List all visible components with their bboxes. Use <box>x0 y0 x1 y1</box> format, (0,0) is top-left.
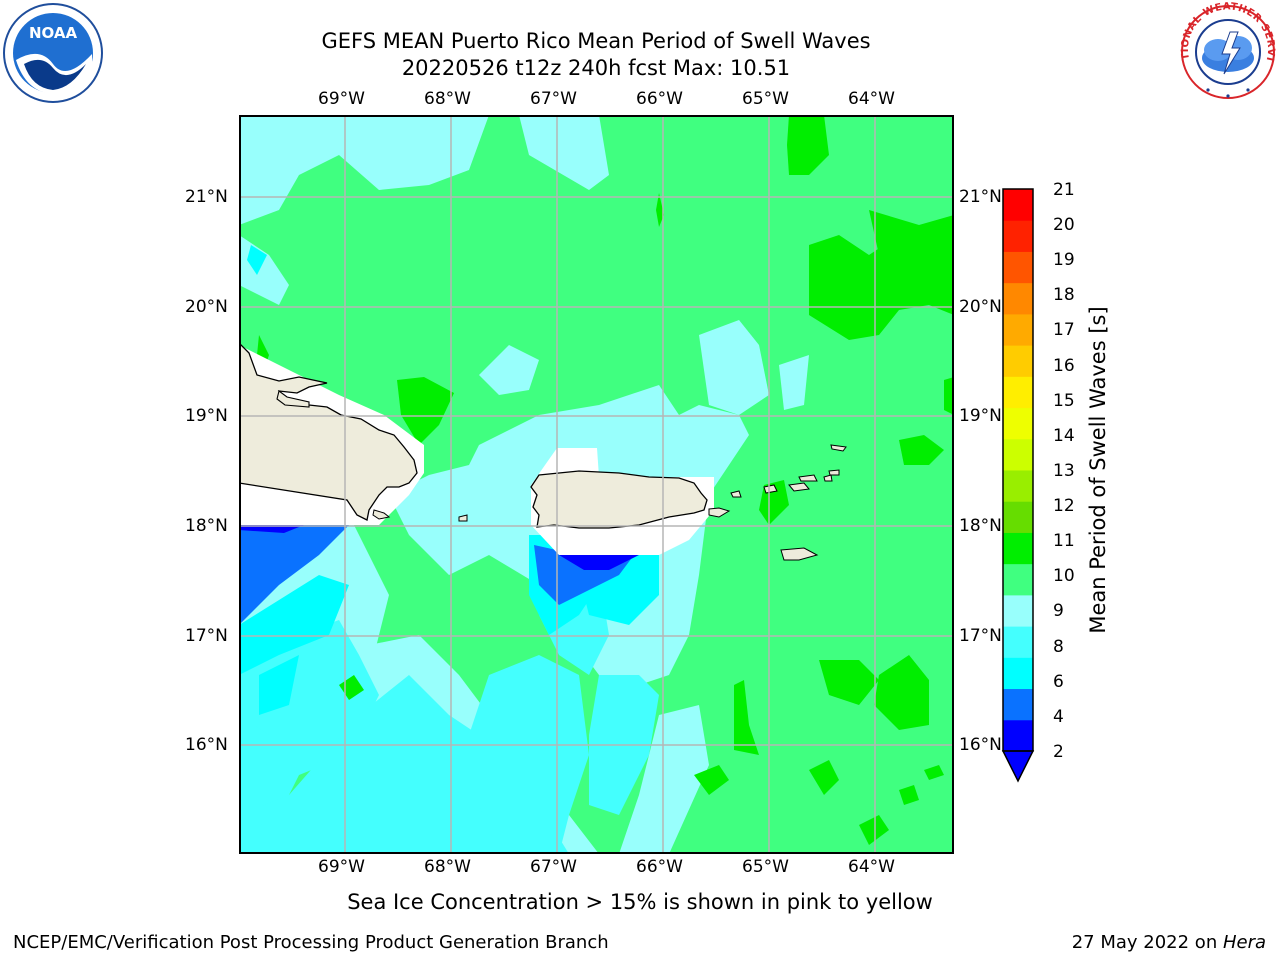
colorbar-segment <box>1003 189 1033 221</box>
noaa-logo-text: NOAA <box>29 24 78 42</box>
hispaniola-land <box>239 342 418 521</box>
colorbar-segment <box>1003 563 1033 596</box>
gridlines <box>239 115 954 854</box>
colorbar-segment <box>1003 438 1033 471</box>
lat-label: 19°N <box>185 406 228 426</box>
chart-title: GEFS MEAN Puerto Rico Mean Period of Swe… <box>321 29 871 53</box>
colorbar-segment <box>1003 688 1033 721</box>
colorbar-tick: 6 <box>1053 672 1064 692</box>
map-frame <box>239 115 954 854</box>
lon-label: 67°W <box>530 89 577 109</box>
lat-label: 16°N <box>185 735 228 755</box>
colorbar-tick: 2 <box>1053 742 1064 762</box>
footer-date: 27 May 2022 on Hera <box>1072 932 1266 953</box>
colorbar-label: Mean Period of Swell Waves [s] <box>1086 306 1110 634</box>
colorbar-extend-arrow <box>1001 750 1035 783</box>
lat-label: 20°N <box>959 297 1002 317</box>
nws-logo: NATIONAL WEATHER SERVICE <box>1178 2 1276 100</box>
footer-date-text: 27 May 2022 on <box>1071 932 1223 953</box>
lon-label: 66°W <box>636 857 683 877</box>
lon-label: 69°W <box>318 89 365 109</box>
colorbar <box>1001 188 1035 783</box>
vieques-island <box>708 507 731 518</box>
colorbar-tick: 10 <box>1053 566 1075 586</box>
colorbar-tick: 13 <box>1053 461 1075 481</box>
lat-label: 20°N <box>185 297 228 317</box>
colorbar-segment <box>1003 251 1033 284</box>
colorbar-tick: 21 <box>1053 180 1075 200</box>
colorbar-tick: 14 <box>1053 426 1075 446</box>
lat-label: 16°N <box>959 735 1002 755</box>
colorbar-segment <box>1003 345 1033 377</box>
lat-label: 17°N <box>185 626 228 646</box>
mona-island <box>458 514 468 522</box>
lat-label: 21°N <box>185 187 228 207</box>
chart-subtitle: 20220526 t12z 240h fcst Max: 10.51 <box>401 56 791 80</box>
lon-label: 65°W <box>742 89 789 109</box>
lat-label: 21°N <box>959 187 1002 207</box>
lat-label: 18°N <box>185 516 228 536</box>
colorbar-tick: 18 <box>1053 285 1075 305</box>
lat-label: 18°N <box>959 516 1002 536</box>
virgin-islands <box>763 444 847 561</box>
lon-label: 67°W <box>530 857 577 877</box>
colorbar-segment <box>1003 376 1033 409</box>
lon-label: 68°W <box>424 89 471 109</box>
colorbar-segment <box>1003 407 1033 440</box>
colorbar-tick: 16 <box>1053 356 1075 376</box>
noaa-logo: NOAA <box>3 3 103 103</box>
lon-label: 64°W <box>848 89 895 109</box>
colorbar-frame <box>1002 188 1034 752</box>
colorbar-segment <box>1003 594 1033 627</box>
colorbar-segment <box>1003 501 1033 533</box>
colorbar-segment <box>1003 626 1033 658</box>
lon-label: 64°W <box>848 857 895 877</box>
lon-label: 65°W <box>742 857 789 877</box>
sea-ice-note: Sea Ice Concentration > 15% is shown in … <box>347 890 933 914</box>
colorbar-segment <box>1003 282 1033 315</box>
swell-period-map <box>239 115 954 854</box>
footer-credit: NCEP/EMC/Verification Post Processing Pr… <box>13 932 609 953</box>
footer-host: Hera <box>1222 932 1266 953</box>
lon-label: 68°W <box>424 857 471 877</box>
colorbar-tick: 20 <box>1053 215 1075 235</box>
tortuga-island <box>276 390 310 408</box>
colorbar-tick: 8 <box>1053 637 1064 657</box>
colorbar-segment <box>1003 532 1033 565</box>
culebra-island <box>730 490 742 498</box>
lon-label: 66°W <box>636 89 683 109</box>
colorbar-tick: 9 <box>1053 601 1064 621</box>
lon-label: 69°W <box>318 857 365 877</box>
lat-label: 17°N <box>959 626 1002 646</box>
colorbar-segments <box>1003 189 1033 752</box>
colorbar-tick: 15 <box>1053 391 1075 411</box>
colorbar-segment <box>1003 657 1033 690</box>
colorbar-segment <box>1003 220 1033 252</box>
lat-label: 19°N <box>959 406 1002 426</box>
colorbar-segment <box>1003 470 1033 502</box>
colorbar-tick: 12 <box>1053 496 1075 516</box>
colorbar-segment <box>1003 313 1033 346</box>
saona-island <box>372 509 391 520</box>
colorbar-tick: 11 <box>1053 531 1075 551</box>
colorbar-segment <box>1003 719 1033 752</box>
colorbar-tick: 17 <box>1053 320 1075 340</box>
colorbar-tick: 19 <box>1053 250 1075 270</box>
colorbar-tick: 4 <box>1053 707 1064 727</box>
